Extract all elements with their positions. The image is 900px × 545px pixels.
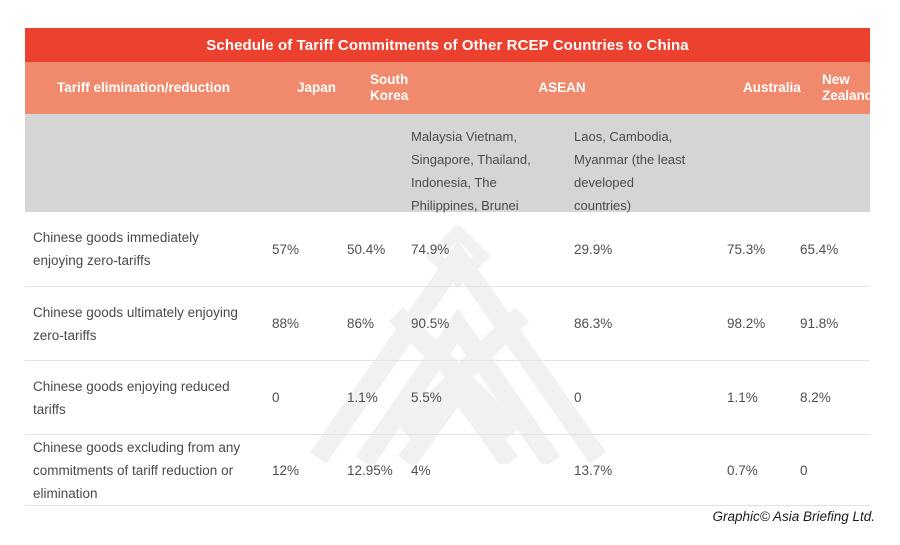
subheader-spacer-japan xyxy=(265,125,340,212)
cell-asean-group2: 13.7% xyxy=(574,462,613,478)
cell-asean-group2: 29.9% xyxy=(574,241,613,257)
cell-australia: 98.2% xyxy=(727,316,766,331)
cell-new-zealand: 91.8% xyxy=(800,316,839,331)
cell-australia: 0.7% xyxy=(727,462,758,478)
subheader-spacer-new-zealand xyxy=(793,125,870,212)
cell-asean-group1: 74.9% xyxy=(411,241,450,257)
row-label: Chinese goods ultimately enjoying zero-t… xyxy=(33,304,238,343)
table-title-bar: Schedule of Tariff Commitments of Other … xyxy=(25,28,870,62)
cell-south-korea: 50.4% xyxy=(347,241,386,257)
table-row-excluded-from-commitments: Chinese goods excluding from any commitm… xyxy=(25,435,870,506)
subheader-spacer-label xyxy=(25,125,265,212)
credit-text: Graphic© Asia Briefing Ltd. xyxy=(712,509,875,524)
column-header-tariff-elimination: Tariff elimination/reduction xyxy=(57,80,231,95)
cell-asean-group1: 5.5% xyxy=(411,390,442,405)
cell-south-korea: 86% xyxy=(347,316,375,331)
table-row-immediate-zero-tariffs: Chinese goods immediately enjoying zero-… xyxy=(25,212,870,287)
cell-new-zealand: 65.4% xyxy=(800,241,839,257)
cell-japan: 12% xyxy=(272,462,300,478)
cell-australia: 1.1% xyxy=(727,390,758,405)
cell-australia: 75.3% xyxy=(727,241,766,257)
cell-asean-group2: 0 xyxy=(574,390,582,405)
cell-asean-group1: 90.5% xyxy=(411,316,450,331)
column-header-japan: Japan xyxy=(297,80,337,95)
table-title: Schedule of Tariff Commitments of Other … xyxy=(206,36,689,54)
table-row-ultimate-zero-tariffs: Chinese goods ultimately enjoying zero-t… xyxy=(25,287,870,361)
asean-subgroup-2-label: Laos, Cambodia, Myanmar (the least devel… xyxy=(574,129,686,213)
subheader-spacer-south-korea xyxy=(340,125,404,212)
column-header-australia: Australia xyxy=(743,80,801,95)
cell-new-zealand: 8.2% xyxy=(800,390,831,405)
column-header-new-zealand: New Zealand xyxy=(822,72,874,103)
table-row-reduced-tariffs: Chinese goods enjoying reduced tariffs 0… xyxy=(25,361,870,435)
cell-japan: 0 xyxy=(272,390,280,405)
cell-new-zealand: 0 xyxy=(800,462,808,478)
row-label: Chinese goods excluding from any commitm… xyxy=(33,439,241,501)
column-header-row: Tariff elimination/reduction Japan South… xyxy=(25,62,874,114)
cell-japan: 88% xyxy=(272,316,300,331)
tariff-table: Schedule of Tariff Commitments of Other … xyxy=(25,28,874,506)
column-header-south-korea: South Korea xyxy=(370,72,409,103)
cell-japan: 57% xyxy=(272,241,300,257)
asean-subgroup-row: Malaysia Vietnam, Singapore, Thailand, I… xyxy=(25,114,870,213)
asean-subgroup-1-label: Malaysia Vietnam, Singapore, Thailand, I… xyxy=(411,129,531,213)
cell-asean-group2: 86.3% xyxy=(574,316,613,331)
asean-subgroup-1: Malaysia Vietnam, Singapore, Thailand, I… xyxy=(404,125,567,213)
cell-south-korea: 1.1% xyxy=(347,390,378,405)
cell-asean-group1: 4% xyxy=(411,462,431,478)
cell-south-korea: 12.95% xyxy=(347,462,393,478)
column-header-asean: ASEAN xyxy=(538,80,586,95)
row-label: Chinese goods enjoying reduced tariffs xyxy=(33,378,230,417)
row-label: Chinese goods immediately enjoying zero-… xyxy=(33,230,199,268)
subheader-spacer-australia xyxy=(720,125,793,212)
asean-subgroup-2: Laos, Cambodia, Myanmar (the least devel… xyxy=(567,125,720,213)
